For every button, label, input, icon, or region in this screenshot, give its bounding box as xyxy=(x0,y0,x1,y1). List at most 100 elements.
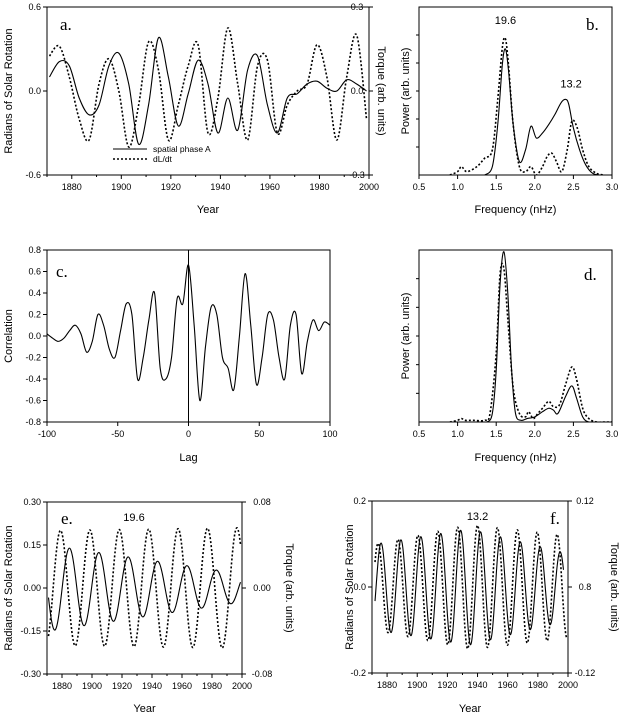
series-solid-line xyxy=(49,36,367,145)
x-tick-label: 2.0 xyxy=(529,182,542,192)
series-solid-line xyxy=(419,251,612,422)
legend-entry: spatial phase A xyxy=(153,144,211,154)
series-dotted-line xyxy=(48,27,368,148)
y-tick-label: -0.6 xyxy=(25,396,41,406)
y-tick-label: 0.15 xyxy=(23,540,41,550)
x-tick-label: -100 xyxy=(38,429,56,439)
y-tick-label: 0.2 xyxy=(28,310,41,320)
x-tick-label: 1900 xyxy=(111,182,131,192)
x-tick-label: 1920 xyxy=(161,182,181,192)
y2-tick-label: 0.08 xyxy=(253,497,271,507)
panel-label: a. xyxy=(60,15,72,34)
x-axis-label: Year xyxy=(133,703,156,714)
x-tick-label: 3.0 xyxy=(606,182,619,192)
y-axis-label: Power (arb. units) xyxy=(400,48,412,135)
y-tick-label: 0.0 xyxy=(353,582,366,592)
series-solid-line xyxy=(47,547,242,631)
panel-e: 1880 1900 1920 1940 1960 1980 2000 -0.30 -0.15 0.… xyxy=(3,497,295,714)
series-solid-line xyxy=(484,48,609,175)
x-tick-label: 0.5 xyxy=(413,182,426,192)
series-dotted-line xyxy=(47,527,242,649)
x-tick-label: 1960 xyxy=(260,182,280,192)
x-tick-label: 1920 xyxy=(112,681,132,691)
plot-frame xyxy=(418,6,613,176)
x-axis-label: Frequency (nHz) xyxy=(475,452,557,464)
x-tick-label: 1.5 xyxy=(490,429,503,439)
y-axis-label: Radians of Solar Rotation xyxy=(3,525,15,650)
x-tick-label: 1900 xyxy=(407,680,427,690)
panel-c: -100 -50 0 50 100 -0.8 -0.6 -0.4 -0.2 0.0 0.2 0.4 0.… xyxy=(3,245,338,464)
y-tick-label: -0.2 xyxy=(350,668,366,678)
y-tick-label: -0.30 xyxy=(20,669,41,679)
panel-label: b. xyxy=(586,15,599,34)
series-solid-line xyxy=(374,529,565,646)
x-tick-label: 1.5 xyxy=(490,182,503,192)
y-tick-label: -0.15 xyxy=(20,626,41,636)
y-tick-label: 0.6 xyxy=(28,267,41,277)
peak-annotation: 19.6 xyxy=(495,15,516,27)
x-tick-label: 2.5 xyxy=(567,182,580,192)
x-tick-label: 3.0 xyxy=(606,429,619,439)
y2-tick-label: 0.00 xyxy=(253,583,271,593)
y-tick-label: -0.6 xyxy=(25,170,41,180)
panel-f: 1880 1900 1920 1940 1960 1980 2000 -0.2 0.0 0.2 -0… xyxy=(344,496,620,714)
panel-label: d. xyxy=(584,265,597,284)
legend-entry: dL/dt xyxy=(153,154,173,164)
y-tick-label: -0.2 xyxy=(25,353,41,363)
panel-label: f. xyxy=(550,509,560,528)
peak-annotation: 13.2 xyxy=(560,79,581,91)
y-tick-label: 0.2 xyxy=(353,496,366,506)
x-tick-label: 1940 xyxy=(468,680,488,690)
x-tick-label: 1880 xyxy=(377,680,397,690)
y2-axis-label: Torque (arb. units) xyxy=(283,543,295,632)
panel-label: c. xyxy=(56,262,68,281)
series-dotted-line xyxy=(449,262,612,422)
x-tick-label: 2.5 xyxy=(567,429,580,439)
x-tick-label: 1920 xyxy=(437,680,457,690)
y-tick-label: -0.8 xyxy=(25,417,41,427)
series-solid-line xyxy=(47,264,330,402)
x-tick-label: 1880 xyxy=(62,182,82,192)
y2-tick-label: 0.3 xyxy=(351,2,364,12)
x-tick-label: 1.0 xyxy=(451,429,464,439)
panel-d: 0.5 1.0 1.5 2.0 2.5 3.0 Frequency (nHz) Power (… xyxy=(400,249,619,464)
x-axis-label: Year xyxy=(197,204,220,216)
x-tick-label: 2000 xyxy=(558,680,578,690)
y-axis-label: Radians of Solar Rotation xyxy=(344,524,356,649)
y2-axis-label: Torque (arb. units) xyxy=(608,542,620,631)
x-tick-label: 1940 xyxy=(142,681,162,691)
y-tick-label: -0.4 xyxy=(25,374,41,384)
y-axis-label: Power (arb. units) xyxy=(400,293,412,380)
x-tick-label: -50 xyxy=(111,429,124,439)
y2-tick-label: 0.0 xyxy=(351,86,364,96)
x-tick-label: 1960 xyxy=(172,681,192,691)
y2-tick-label: -0.3 xyxy=(349,170,365,180)
peak-annotation: 19.6 xyxy=(123,512,144,524)
x-tick-label: 50 xyxy=(254,429,264,439)
x-tick-label: 1940 xyxy=(210,182,230,192)
x-axis-label: Frequency (nHz) xyxy=(475,204,557,216)
y-tick-label: 0.4 xyxy=(28,288,41,298)
y-tick-label: 0.0 xyxy=(28,331,41,341)
panel-b: 0.5 1.0 1.5 2.0 2.5 3.0 Frequency (nHz) Power (… xyxy=(400,6,619,216)
x-tick-label: 1960 xyxy=(498,680,518,690)
y-tick-label: 0.00 xyxy=(23,583,41,593)
series-dotted-line xyxy=(449,36,605,175)
panel-label: e. xyxy=(61,509,73,528)
plot-frame xyxy=(46,501,243,675)
y-axis-label: Radians of Solar Rotation xyxy=(3,28,15,153)
x-axis-label: Year xyxy=(459,703,482,714)
y-axis-label: Correlation xyxy=(3,309,15,363)
x-tick-label: 2.0 xyxy=(529,429,542,439)
series-dotted-line xyxy=(374,524,568,650)
x-tick-label: 1.0 xyxy=(451,182,464,192)
x-tick-label: 1900 xyxy=(82,681,102,691)
plot-frame xyxy=(371,500,569,674)
y2-axis-label: Torque (arb. units) xyxy=(375,46,387,135)
y2-tick-label: -0.12 xyxy=(575,668,596,678)
y-tick-label: 0.0 xyxy=(28,86,41,96)
x-tick-label: 100 xyxy=(322,429,337,439)
y2-tick-label: 0.12 xyxy=(576,496,594,506)
y2-tick-label: -0.08 xyxy=(252,669,273,679)
